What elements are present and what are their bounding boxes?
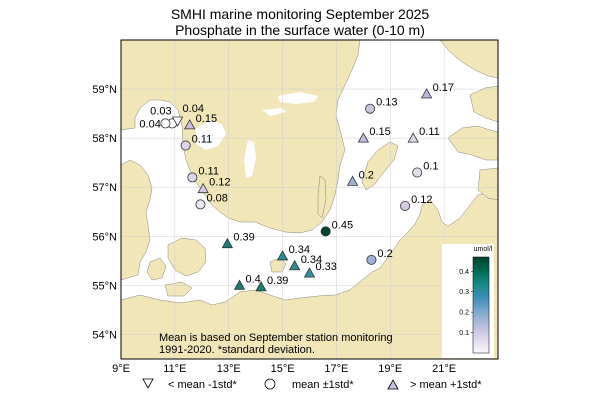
station-marker-above <box>183 119 196 130</box>
station-value-label: 0.15 <box>196 113 217 125</box>
symbol-legend: < mean -1std* mean ±1std* > mean +1std* <box>142 378 482 391</box>
longitude-tick-label: 17°E <box>324 363 348 375</box>
station-value-label: 0.12 <box>411 194 432 206</box>
colorbar-ticks: 0.1 0.2 0.3 0.4 <box>459 269 473 337</box>
station-value-label: 0.13 <box>376 97 397 109</box>
longitude-tick-label: 9°E <box>112 363 130 375</box>
station-marker-above <box>197 182 209 194</box>
estonia-land <box>469 85 498 123</box>
latitude-tick-label: 58°N <box>92 133 117 145</box>
latitude-tick-label: 54°N <box>92 329 117 341</box>
colorbar-tick-label: 0.3 <box>459 289 469 296</box>
station-marker-above <box>357 132 370 143</box>
lakes-layer <box>196 92 318 178</box>
map-subtitle: Phosphate in the surface water (0-10 m) <box>175 22 425 38</box>
riga-coast-land <box>477 167 498 201</box>
station-value-label: 0.08 <box>206 192 227 204</box>
finland-land <box>439 40 498 79</box>
station-value-label: 0.12 <box>209 177 230 189</box>
oland-land <box>317 175 327 219</box>
station-value-label: 0.2 <box>377 248 392 260</box>
station-marker-mean <box>320 226 331 237</box>
station-value-label: 0.11 <box>192 134 213 146</box>
station-value-label: 0.39 <box>267 275 288 287</box>
station-marker-mean <box>195 199 206 210</box>
station-marker-above <box>221 237 234 249</box>
latitude-tick-label: 56°N <box>92 231 117 243</box>
station-marker-mean <box>366 254 377 265</box>
station-value-label: 0.2 <box>359 169 374 181</box>
latitude-tick-label: 59°N <box>92 84 117 96</box>
southern-coast-land <box>121 189 498 359</box>
saaremaa-land <box>447 125 498 161</box>
station-value-label: 0.04 <box>183 103 204 115</box>
longitude-tick-label: 11°E <box>163 363 186 375</box>
station-value-label: 0.04 <box>139 118 160 130</box>
station-value-label: 0.34 <box>301 254 322 266</box>
station-value-label: 0.33 <box>316 261 337 273</box>
station-marker-above <box>407 132 419 143</box>
latitude-ticks: 54°N 55°N 56°N 57°N 58°N 59°N <box>92 84 117 341</box>
longitude-tick-label: 13°E <box>217 363 241 375</box>
lake-vanern <box>196 120 226 150</box>
lake-hjalmaren <box>262 108 286 116</box>
station-marker-above <box>303 267 316 278</box>
station-value-label: 0.4 <box>245 273 260 285</box>
station-value-label: 0.11 <box>198 165 219 177</box>
lake-malaren <box>278 92 318 104</box>
colorbar-scale <box>472 256 490 354</box>
station-marker-above <box>346 175 359 186</box>
colorbar-tick-label: 0.4 <box>459 269 469 276</box>
station-markers: 0.03 0.040.04 0.150.110.110.120.080.390.4 0… <box>139 82 454 292</box>
colorbar-tick-label: 0.2 <box>459 310 469 317</box>
station-value-label: 0.45 <box>332 219 353 231</box>
legend-above-mean-symbol <box>387 379 399 390</box>
land-layer <box>121 40 498 359</box>
latitude-tick-label: 55°N <box>92 280 117 292</box>
station-value-label: 0.39 <box>233 232 254 244</box>
legend-above-mean-label: > mean +1std* <box>410 379 482 391</box>
zealand-land <box>167 237 207 277</box>
colorbar: umol/l 0.1 0.2 0.3 0.4 <box>442 244 494 358</box>
station-marker-above <box>255 281 267 292</box>
station-value-label: 0.03 <box>150 105 171 117</box>
longitude-tick-label: 21°E <box>432 363 456 375</box>
station-value-label: 0.17 <box>433 82 454 94</box>
station-marker-above <box>289 259 301 271</box>
colorbar-label: umol/l <box>474 246 493 253</box>
station-marker-mean <box>365 103 376 114</box>
station-marker-mean <box>187 172 198 183</box>
station-marker-below <box>171 116 184 127</box>
longitude-tick-label: 15°E <box>271 363 295 375</box>
colorbar-tick-label: 0.1 <box>459 330 469 337</box>
lake-vattern <box>244 140 256 178</box>
longitude-tick-label: 19°E <box>378 363 402 375</box>
legend-mean-symbol <box>264 378 276 390</box>
legend-below-mean-label: < mean -1std* <box>168 379 238 391</box>
note-line-2: 1991-2020. *standard deviation. <box>159 344 315 356</box>
map-frame <box>120 39 499 360</box>
legend-below-mean-symbol <box>142 378 154 389</box>
station-value-label: 0.1 <box>423 161 438 173</box>
jutland-land <box>121 159 153 281</box>
station-value-label: 0.34 <box>289 244 310 256</box>
station-marker-above <box>420 88 433 99</box>
station-marker-mean <box>400 200 411 211</box>
legend-mean-label: mean ±1std* <box>292 379 354 391</box>
latitude-tick-label: 57°N <box>92 182 117 194</box>
map-title: SMHI marine monitoring September 2025 <box>170 6 430 22</box>
station-marker-mean <box>160 118 171 129</box>
station-marker-above <box>233 279 246 290</box>
station-value-label: 0.11 <box>419 126 440 138</box>
station-marker-mean <box>180 140 191 151</box>
funen-land <box>146 257 167 281</box>
note-line-1: Mean is based on September station monit… <box>159 332 393 344</box>
station-value-label: 0.15 <box>369 126 390 138</box>
gotland-land <box>361 141 399 191</box>
station-marker-mean <box>412 167 423 178</box>
longitude-ticks: 9°E 11°E 13°E 15°E 17°E 19°E 21°E <box>112 363 456 375</box>
station-marker-above <box>276 250 289 261</box>
